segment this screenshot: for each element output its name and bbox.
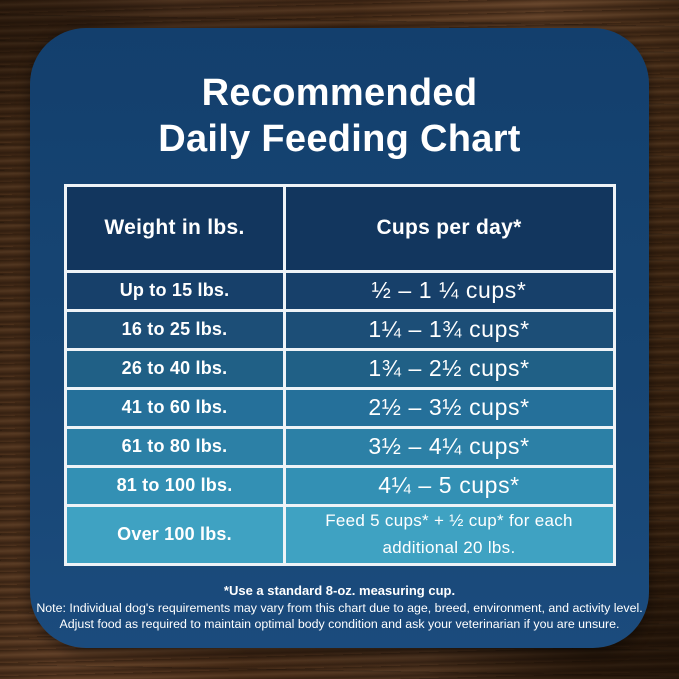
table-row-cups: 4¼ – 5 cups* (285, 467, 613, 504)
table-row-weight: Up to 15 lbs. (66, 272, 283, 309)
column-header-cups: Cups per day* (285, 186, 613, 270)
column-header-weight: Weight in lbs. (66, 186, 283, 270)
table-row-cups-text: Feed 5 cups* + ½ cup* for each additiona… (325, 511, 573, 557)
table-row-cups: 3½ – 4¼ cups* (285, 428, 613, 465)
table-row-weight: 81 to 100 lbs. (66, 467, 283, 504)
feeding-chart-card: Recommended Daily Feeding Chart Weight i… (30, 28, 649, 648)
table-row-cups: 1¾ – 2½ cups* (285, 350, 613, 387)
page-title: Recommended Daily Feeding Chart (30, 70, 649, 163)
table-row-weight: 41 to 60 lbs. (66, 389, 283, 426)
table-row-cups: Feed 5 cups* + ½ cup* for each additiona… (285, 506, 613, 563)
page-title-line2: Daily Feeding Chart (158, 118, 521, 161)
table-row-weight: Over 100 lbs. (66, 506, 283, 563)
footnotes: *Use a standard 8-oz. measuring cup. Not… (30, 583, 649, 632)
table-row-weight: 26 to 40 lbs. (66, 350, 283, 387)
disclaimer-line1: Note: Individual dog's requirements may … (36, 600, 643, 615)
table-row-cups: ½ – 1 ¼ cups* (285, 272, 613, 309)
page-title-line1: Recommended (201, 72, 478, 114)
table-row-cups: 1¼ – 1¾ cups* (285, 311, 613, 348)
table-row-weight: 61 to 80 lbs. (66, 428, 283, 465)
table-row-weight: 16 to 25 lbs. (66, 311, 283, 348)
disclaimer-line2: Adjust food as required to maintain opti… (59, 616, 620, 631)
table-row-cups: 2½ – 3½ cups* (285, 389, 613, 426)
feeding-table: Weight in lbs. Cups per day* Up to 15 lb… (63, 183, 616, 566)
measuring-cup-note: *Use a standard 8-oz. measuring cup. (223, 582, 456, 598)
